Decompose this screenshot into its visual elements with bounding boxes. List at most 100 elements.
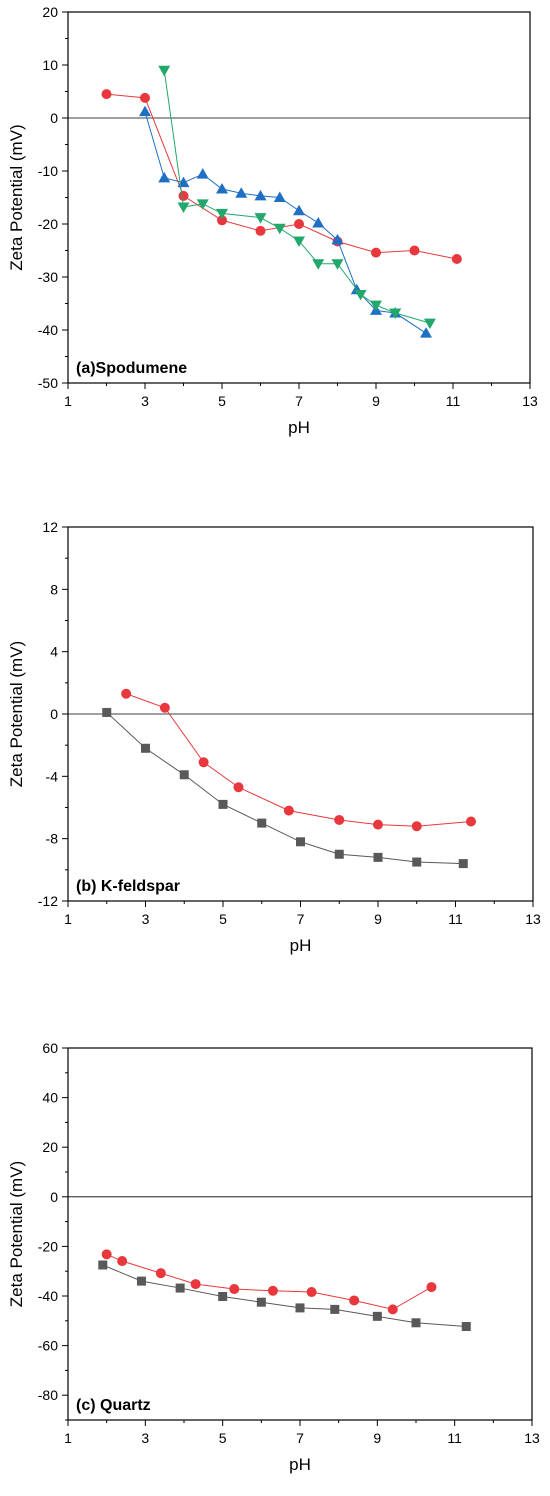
data-point (196, 168, 209, 179)
x-tick-label: 3 (141, 393, 149, 409)
data-point (295, 1303, 305, 1313)
data-point (217, 215, 227, 226)
data-point (136, 1276, 146, 1286)
data-point (312, 259, 325, 270)
data-point (101, 89, 112, 100)
data-point (267, 1285, 278, 1296)
data-point (334, 849, 344, 859)
x-axis-label: pH (288, 418, 310, 437)
y-tick-label: -40 (38, 322, 58, 338)
series-line (163, 70, 431, 324)
x-tick-label: 7 (296, 1430, 304, 1446)
data-point (117, 1256, 128, 1267)
series-1 (98, 1260, 471, 1332)
y-tick-label: 60 (42, 1040, 58, 1056)
y-tick-label: -40 (38, 1288, 58, 1304)
data-point (273, 223, 286, 235)
series-line (106, 93, 457, 260)
data-point (159, 702, 170, 713)
data-point (196, 199, 209, 210)
data-point (179, 770, 189, 780)
series-2 (121, 688, 476, 832)
data-point (255, 225, 266, 236)
data-point (178, 190, 189, 201)
data-point (273, 191, 286, 202)
data-point (155, 1268, 166, 1279)
data-point (331, 233, 344, 245)
data-point (461, 1322, 471, 1332)
data-point (389, 308, 402, 320)
x-tick-label: 5 (218, 393, 226, 409)
y-tick-label: -80 (38, 1387, 58, 1403)
data-point (412, 857, 422, 867)
y-axis-label: Zeta Potential (mV) (7, 124, 26, 270)
data-point (293, 236, 305, 247)
series-2 (101, 1249, 437, 1315)
data-point (139, 105, 151, 117)
x-tick-label: 13 (522, 393, 538, 409)
data-point (466, 816, 476, 827)
data-point (229, 1284, 240, 1295)
data-point (423, 318, 436, 330)
data-point (293, 204, 305, 216)
y-tick-label: 20 (42, 1139, 58, 1155)
series-2 (139, 105, 433, 338)
y-tick-label: -10 (38, 163, 58, 179)
x-tick-label: 9 (372, 393, 380, 409)
x-tick-label: 1 (64, 911, 72, 927)
x-tick-label: 11 (447, 1430, 462, 1446)
data-point (451, 253, 462, 264)
y-tick-label: -30 (38, 269, 58, 285)
data-point (409, 245, 420, 256)
data-point (372, 1311, 382, 1321)
series-line (144, 111, 427, 334)
plot-frame (67, 11, 531, 384)
x-tick-label: 11 (446, 393, 461, 409)
y-axis-label: Zeta Potential (mV) (7, 641, 26, 787)
data-point (101, 1249, 112, 1260)
data-point (349, 1295, 360, 1306)
data-point (373, 852, 383, 862)
panel-label: (a)Spodumene (76, 360, 187, 377)
data-point (218, 799, 228, 809)
y-tick-label: -20 (38, 216, 58, 232)
data-point (354, 289, 367, 301)
data-point (175, 1283, 185, 1293)
x-tick-label: 7 (297, 911, 305, 927)
data-point (198, 757, 209, 768)
y-axis-label: Zeta Potential (mV) (7, 1161, 26, 1307)
data-point (411, 1318, 421, 1328)
y-tick-label: 20 (42, 4, 58, 20)
data-point (370, 300, 382, 312)
x-tick-label: 13 (525, 911, 541, 927)
y-tick-label: -20 (38, 1238, 58, 1254)
y-tick-label: -12 (38, 893, 58, 909)
data-point (233, 782, 244, 793)
data-point (216, 208, 228, 220)
data-point (330, 1304, 340, 1314)
data-point (458, 859, 468, 869)
data-point (141, 743, 150, 753)
plot-frame (67, 1047, 533, 1421)
y-tick-label: -4 (46, 768, 59, 784)
data-point (306, 1287, 317, 1298)
panel-label: (c) Quartz (76, 1397, 151, 1414)
panel-label: (b) K-feldspar (76, 878, 180, 895)
x-tick-label: 1 (64, 393, 72, 409)
data-point (331, 259, 344, 270)
data-point (102, 707, 112, 717)
data-point (334, 814, 345, 825)
y-tick-label: 0 (50, 110, 58, 126)
y-tick-label: -50 (38, 375, 58, 391)
data-point (140, 92, 150, 103)
data-point (373, 819, 383, 830)
data-point (371, 247, 381, 258)
x-tick-label: 9 (373, 1430, 381, 1446)
data-point (426, 1282, 437, 1293)
y-tick-label: -8 (46, 831, 59, 847)
data-point (216, 183, 228, 194)
data-point (158, 65, 171, 77)
